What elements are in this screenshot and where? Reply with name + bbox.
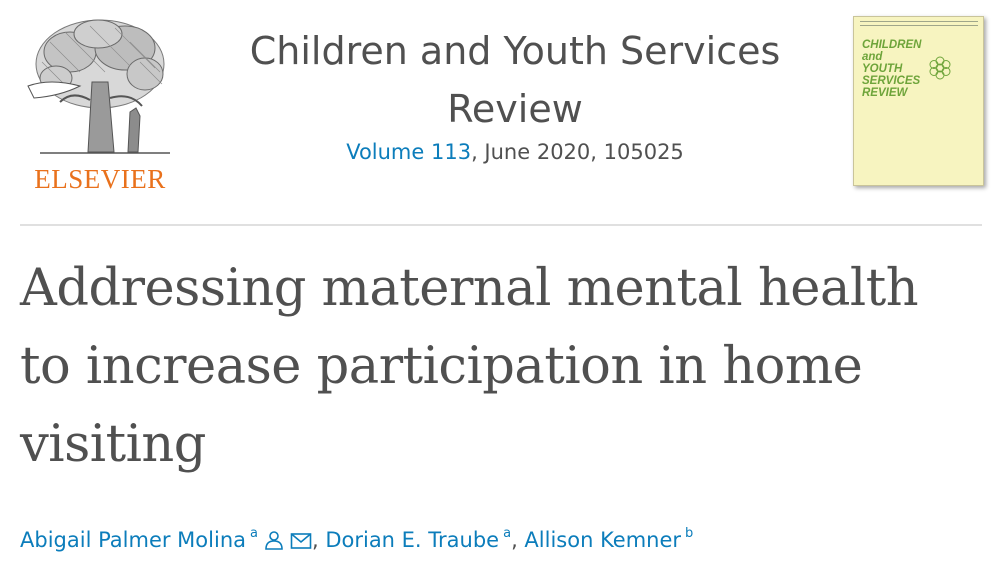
journal-title[interactable]: Children and Youth Services Review xyxy=(249,29,781,131)
article-header: ELSEVIER Children and Youth Services Rev… xyxy=(0,0,1000,230)
journal-cover-image[interactable]: CHILDREN and YOUTH SERVICES REVIEW xyxy=(853,16,984,186)
author-name: Allison Kemner xyxy=(524,528,682,552)
journal-info: Children and Youth Services Review Volum… xyxy=(200,22,830,164)
cover-title-line: CHILDREN xyxy=(862,39,922,51)
cover-title-line: SERVICES xyxy=(862,75,921,87)
author-link[interactable]: Allison Kemner b xyxy=(524,526,694,552)
article-title: Addressing maternal mental health to inc… xyxy=(20,259,919,474)
issue-details: , June 2020, 105025 xyxy=(471,140,684,164)
author-name: Abigail Palmer Molina xyxy=(20,528,246,552)
envelope-icon[interactable] xyxy=(290,532,312,550)
publisher-wordmark: ELSEVIER xyxy=(34,164,166,194)
affiliation-marker: a xyxy=(250,526,258,541)
cover-title-line: REVIEW xyxy=(862,87,908,99)
author-list: Abigail Palmer Molina a, Dorian E. Traube… xyxy=(20,526,980,552)
cover-title: CHILDREN and YOUTH SERVICES REVIEW xyxy=(862,39,936,99)
author-separator: , xyxy=(511,528,525,552)
author-separator: , xyxy=(311,528,326,552)
cover-title-line: YOUTH xyxy=(862,63,903,75)
affiliation-marker: b xyxy=(685,526,694,541)
author-link[interactable]: Dorian E. Traube a xyxy=(325,526,512,552)
header-divider xyxy=(20,224,982,226)
author-name: Dorian E. Traube xyxy=(325,528,500,552)
publisher-logo[interactable]: ELSEVIER xyxy=(20,12,180,194)
author-link[interactable]: Abigail Palmer Molina a xyxy=(20,526,258,552)
cover-top-stripe xyxy=(860,21,978,26)
volume-link[interactable]: Volume 113 xyxy=(346,140,472,164)
person-icon[interactable] xyxy=(264,530,284,550)
affiliation-marker: a xyxy=(503,526,512,541)
tree-emblem-icon xyxy=(27,19,170,154)
journal-issue-info: Volume 113, June 2020, 105025 xyxy=(200,140,830,164)
cover-title-line: and xyxy=(862,51,883,63)
rosette-icon xyxy=(929,56,951,80)
